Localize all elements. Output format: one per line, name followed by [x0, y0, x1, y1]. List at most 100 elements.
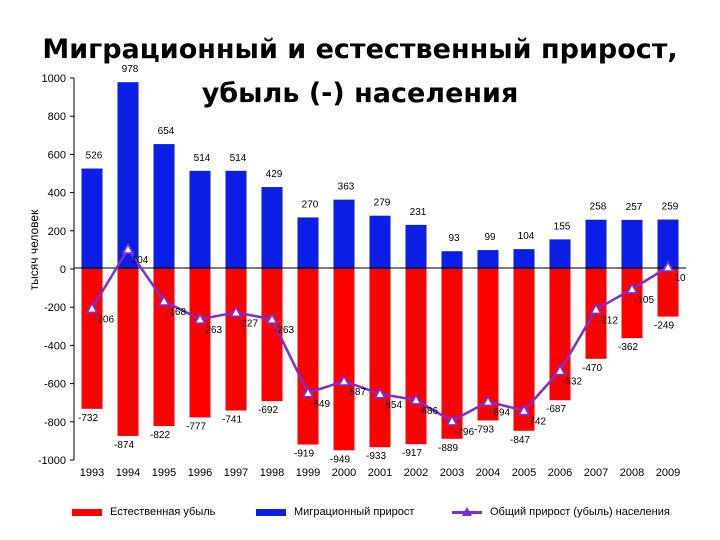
x-tick-label: 1999 — [296, 467, 320, 479]
data-label-natural: -741 — [222, 415, 242, 426]
data-label-migration: 104 — [518, 231, 535, 242]
bar-natural-decline — [405, 269, 427, 445]
legend-swatch-migration — [256, 508, 286, 516]
data-label-migration: 279 — [374, 198, 391, 209]
y-tick-label: 600 — [48, 149, 66, 161]
y-tick-label: 800 — [48, 111, 66, 123]
legend-swatch-total — [452, 506, 482, 518]
marker-total — [589, 302, 603, 315]
y-tick-label: -800 — [44, 417, 66, 429]
data-label-natural: -793 — [474, 424, 494, 435]
x-tick-label: 2003 — [440, 467, 464, 479]
data-label-migration: 514 — [230, 153, 247, 164]
marker-total — [373, 387, 387, 399]
bar-natural-decline — [657, 269, 679, 317]
bar-migration — [405, 224, 427, 269]
chart-title-line-1: Миграционный и естественный прирост, — [42, 34, 678, 65]
chart-title-line-2: убыль (-) населения — [201, 78, 519, 109]
data-label-natural: -889 — [438, 443, 458, 454]
marker-total — [445, 414, 459, 426]
marker-total — [193, 312, 207, 325]
marker-total — [265, 312, 279, 325]
y-tick-label: -400 — [44, 340, 66, 352]
data-label-total: -532 — [562, 377, 582, 388]
y-tick-label: -1000 — [38, 455, 66, 467]
marker-total — [517, 403, 531, 416]
data-label-total: -263 — [274, 325, 294, 336]
data-label-migration: 155 — [554, 221, 571, 232]
legend: Естественная убыль Миграционный прирост … — [0, 502, 720, 522]
bar-natural-decline — [333, 269, 355, 451]
data-label-natural: -847 — [510, 435, 530, 446]
data-label-total: -796 — [454, 427, 474, 438]
bar-natural-decline — [297, 269, 319, 445]
data-label-natural: -362 — [618, 342, 638, 353]
data-label-migration: 429 — [266, 169, 283, 180]
data-label-migration: 259 — [662, 202, 679, 213]
bar-migration — [261, 187, 283, 269]
data-label-natural: -919 — [294, 449, 314, 460]
data-label-total: -587 — [346, 387, 366, 398]
x-tick-label: 2004 — [476, 467, 500, 479]
data-label-total: -654 — [382, 400, 402, 411]
data-label-natural: -470 — [582, 363, 602, 374]
legend-swatch-natural — [72, 508, 102, 516]
marker-total — [661, 260, 675, 272]
data-label-migration: 258 — [590, 202, 607, 213]
data-label-natural: -692 — [258, 405, 278, 416]
data-label-total: -694 — [490, 408, 510, 419]
data-label-total: 10 — [674, 273, 686, 284]
legend-item-migration: Миграционный прирост — [256, 502, 414, 522]
x-tick-label: 2007 — [584, 467, 608, 479]
y-axis-label: тысяч человек — [27, 209, 41, 290]
data-label-natural: -249 — [654, 321, 674, 332]
bar-migration — [369, 215, 391, 269]
bar-natural-decline — [477, 269, 499, 421]
bar-natural-decline — [549, 269, 571, 401]
bar-natural-decline — [81, 269, 103, 409]
x-tick-label: 1996 — [188, 467, 212, 479]
marker-total — [85, 301, 99, 314]
bar-migration — [513, 249, 535, 269]
marker-total — [121, 242, 135, 255]
y-tick-label: 1000 — [42, 73, 66, 85]
bar-migration — [621, 219, 643, 269]
bar-natural-decline — [441, 269, 463, 439]
x-tick-label: 2002 — [404, 467, 428, 479]
bar-natural-decline — [117, 269, 139, 436]
bar-natural-decline — [153, 269, 175, 427]
data-label-natural: -687 — [546, 404, 566, 415]
bar-migration — [189, 170, 211, 269]
y-tick-label: 400 — [48, 188, 66, 200]
marker-total — [481, 394, 495, 407]
data-label-total: -686 — [418, 406, 438, 417]
x-tick-label: 2008 — [620, 467, 644, 479]
legend-label-natural: Естественная убыль — [110, 506, 216, 518]
data-label-natural: -933 — [366, 451, 386, 462]
chart-title: Миграционный и естественный прирост, убы… — [0, 28, 720, 116]
data-label-migration: 270 — [302, 199, 319, 210]
data-label-migration: 526 — [86, 151, 103, 162]
y-tick-label: -200 — [44, 302, 66, 314]
data-label-natural: -732 — [78, 413, 98, 424]
legend-item-natural: Естественная убыль — [72, 502, 215, 522]
bar-natural-decline — [513, 269, 535, 431]
data-label-total: -649 — [310, 399, 330, 410]
bar-migration — [117, 82, 139, 270]
bar-migration — [477, 250, 499, 269]
marker-total — [301, 386, 315, 398]
data-label-natural: -874 — [114, 440, 134, 451]
x-tick-label: 2001 — [368, 467, 392, 479]
bar-natural-decline — [225, 269, 247, 411]
x-tick-label: 2009 — [656, 467, 680, 479]
bar-natural-decline — [369, 269, 391, 448]
data-label-total: -206 — [94, 314, 114, 325]
x-tick-label: 1995 — [152, 467, 176, 479]
x-tick-label: 2005 — [512, 467, 536, 479]
marker-total — [409, 393, 423, 405]
marker-total — [553, 363, 567, 376]
x-tick-label: 2006 — [548, 467, 572, 479]
x-tick-label: 1997 — [224, 467, 248, 479]
bar-natural-decline — [189, 269, 211, 418]
